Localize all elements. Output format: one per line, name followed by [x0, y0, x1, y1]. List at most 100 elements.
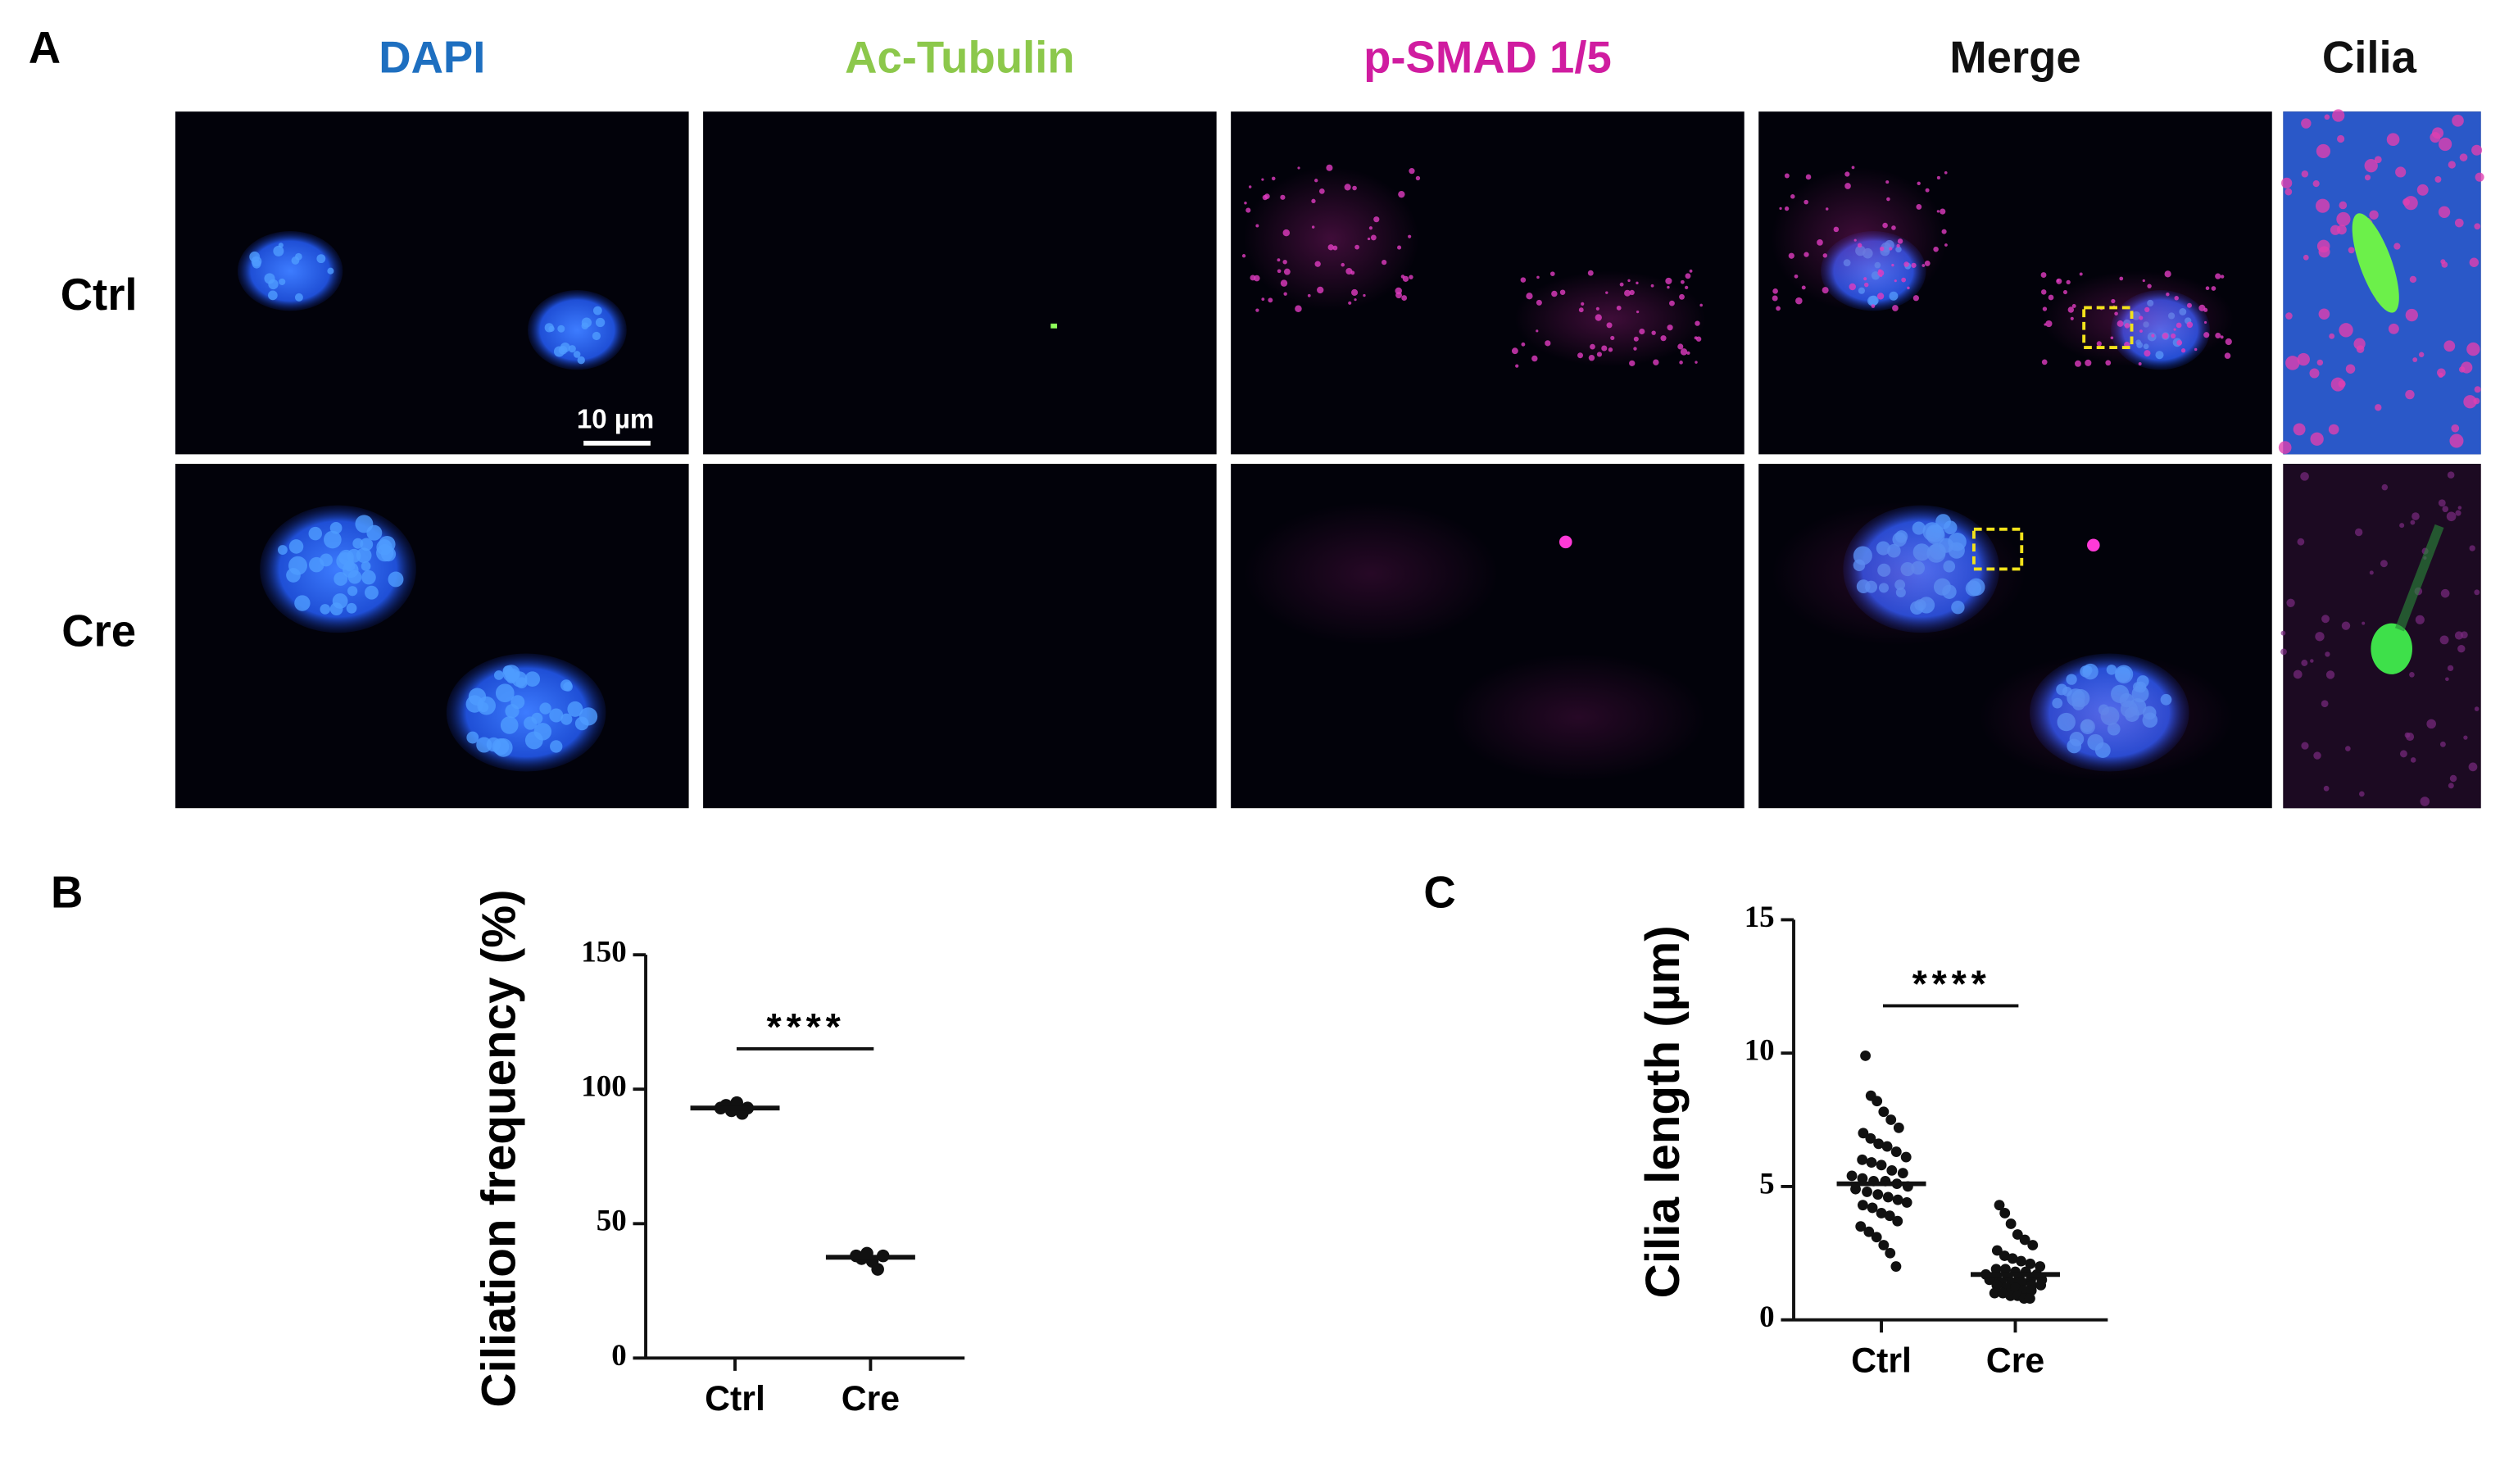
psmad-dot	[2075, 360, 2081, 367]
psmad-dot	[1341, 262, 1345, 267]
chromocenter	[592, 306, 602, 315]
psmad-dot	[1891, 263, 1894, 267]
psmad-dot	[2284, 188, 2293, 196]
data-point	[1881, 1141, 1893, 1152]
chromocenter	[592, 331, 601, 341]
psmad-dot	[2176, 339, 2183, 346]
psmad-dot	[2474, 223, 2481, 230]
chromocenter	[578, 707, 598, 726]
psmad-dot	[1639, 329, 1645, 335]
psmad-dot	[2406, 733, 2415, 742]
psmad-dot	[2388, 323, 2399, 334]
psmad-dot	[1526, 293, 1533, 300]
psmad-dot	[1889, 247, 1893, 251]
psmad-dot	[2341, 621, 2351, 630]
chromocenter	[288, 556, 307, 575]
psmad-dot	[2442, 506, 2449, 513]
data-point	[2000, 1264, 2011, 1275]
psmad-dot	[1933, 246, 1939, 252]
panel-label: C	[1423, 868, 1455, 918]
psmad-dot	[1351, 288, 1359, 296]
psmad-dot	[1395, 287, 1403, 295]
psmad-dot	[1536, 275, 1540, 279]
chromocenter	[356, 547, 372, 564]
psmad-dot	[2409, 672, 2415, 678]
psmad-dot	[2459, 153, 2468, 161]
psmad-dot	[2278, 441, 2292, 454]
y-tick-label: 0	[1759, 1300, 1774, 1333]
y-tick-label: 10	[1745, 1033, 1775, 1067]
psmad-dot	[2469, 257, 2480, 267]
chromocenter	[524, 671, 541, 687]
psmad-dot	[1549, 271, 1555, 276]
psmad-dot	[1805, 174, 1812, 180]
psmad-dot	[2474, 386, 2481, 393]
data-point	[1857, 1173, 1868, 1184]
chromocenter	[288, 539, 304, 554]
psmad-dot	[1332, 245, 1338, 251]
chromocenter	[495, 683, 515, 703]
psmad-dot	[1581, 302, 1585, 306]
psmad-dot	[2449, 433, 2464, 448]
psmad-dot	[2180, 348, 2186, 353]
psmad-dot	[2438, 372, 2443, 379]
psmad-dot	[1636, 310, 1640, 314]
psmad-dot	[1314, 179, 1318, 183]
data-point	[1886, 1164, 1898, 1176]
chromocenter	[251, 256, 262, 267]
psmad-dot	[2375, 404, 2382, 411]
psmad-dot	[1629, 360, 1636, 366]
psmad-dot	[2211, 286, 2216, 291]
psmad-dot	[1282, 259, 1287, 265]
psmad-dot	[2438, 499, 2446, 507]
psmad-dot	[2399, 523, 2405, 529]
data-point	[1858, 1128, 1869, 1139]
psmad-dot	[2164, 270, 2171, 278]
psmad-dot	[1667, 285, 1670, 289]
psmad-dot	[1885, 180, 1890, 184]
psmad-dot	[2316, 359, 2324, 366]
psmad-dot	[1801, 285, 1806, 290]
column-header: DAPI	[379, 32, 485, 82]
psmad-dot	[1651, 330, 1656, 335]
psmad-dot	[1254, 275, 1260, 282]
psmad-dot	[1822, 287, 1829, 294]
psmad-dot	[2318, 308, 2330, 320]
psmad-dot	[1894, 279, 1897, 283]
psmad-dot	[1653, 359, 1659, 365]
chromocenter	[510, 695, 525, 710]
chromocenter	[502, 665, 514, 676]
psmad-dot	[2144, 350, 2151, 357]
psmad-dot	[2345, 364, 2356, 374]
psmad-dot	[1896, 243, 1900, 248]
psmad-dot	[2057, 279, 2060, 282]
data-point	[1882, 1191, 1894, 1203]
psmad-dot	[2166, 292, 2170, 297]
y-tick-label: 150	[581, 935, 626, 969]
chromocenter	[388, 571, 404, 588]
chromocenter	[379, 535, 396, 553]
chromocenter	[347, 548, 361, 563]
psmad-dot	[1633, 347, 1637, 351]
micrograph	[175, 464, 689, 809]
psmad-dot	[1903, 261, 1909, 267]
psmad-dot	[2339, 201, 2348, 210]
chromocenter	[364, 585, 379, 600]
psmad-dot	[2418, 352, 2425, 357]
psmad-dot	[2380, 560, 2388, 568]
x-tick-label: Ctrl	[705, 1379, 765, 1418]
psmad-dot	[1857, 243, 1863, 248]
significance: ****	[767, 1005, 846, 1048]
data-point	[1897, 1168, 1908, 1179]
psmad-dot	[1317, 286, 1324, 294]
micrographs	[175, 109, 2484, 809]
chromocenter	[268, 290, 278, 301]
psmad-dot	[2452, 115, 2464, 127]
psmad-dot	[2412, 512, 2420, 520]
psmad-dot	[1248, 185, 1252, 188]
chromocenter	[294, 595, 311, 611]
psmad-dot	[1536, 299, 1542, 306]
psmad-haze	[1450, 653, 1706, 782]
data-point	[1862, 1186, 1872, 1197]
psmad-dot	[1636, 281, 1639, 285]
